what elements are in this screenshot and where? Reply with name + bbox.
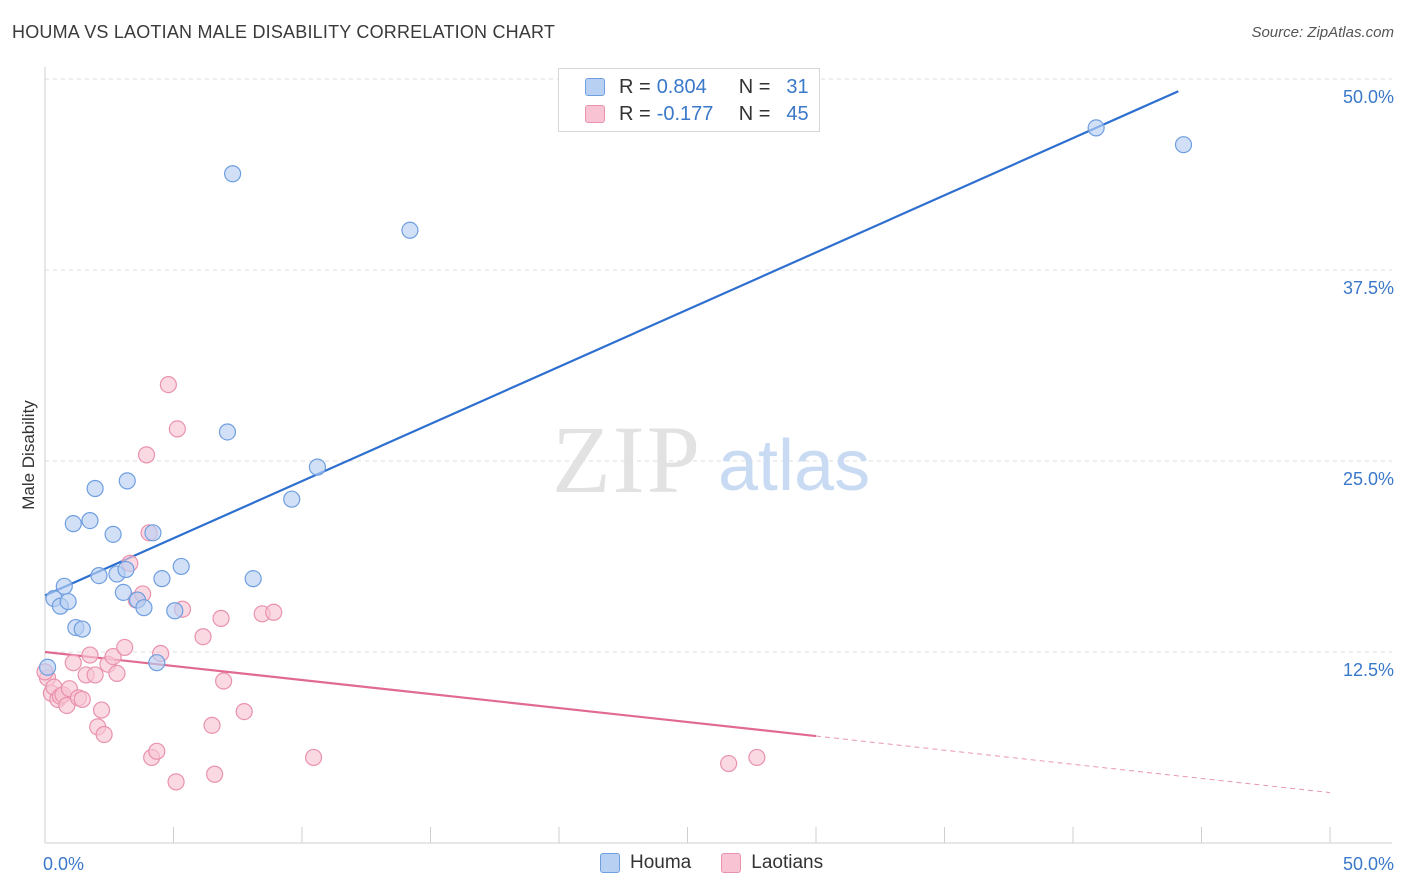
- houma-point: [118, 472, 136, 490]
- houma-point: [166, 602, 184, 620]
- houma-point: [55, 577, 73, 595]
- houma-point: [148, 654, 166, 672]
- y-axis-label: Male Disability: [19, 400, 38, 510]
- houma-point: [244, 570, 262, 588]
- laotian-point: [73, 690, 91, 708]
- laotian-point: [116, 638, 134, 657]
- laotian-point: [95, 725, 113, 744]
- houma-point: [308, 458, 327, 476]
- trend-line-laotians: [44, 650, 817, 738]
- legend-row-laotians: R = -0.177 N = 45: [585, 102, 809, 126]
- y-tick-label: 12.5%: [1343, 660, 1394, 680]
- legend-row-houma: R = 0.804 N = 31: [585, 75, 809, 99]
- tick-labels: 12.5% 25.0% 37.5% 50.0% 0.0% 50.0%: [43, 87, 1394, 874]
- houma-point: [90, 566, 108, 585]
- chart-title: HOUMA VS LAOTIAN MALE DISABILITY CORRELA…: [12, 22, 556, 42]
- laotian-point: [64, 654, 82, 672]
- watermark-zip: ZIP: [552, 406, 702, 513]
- houma-point: [218, 423, 237, 441]
- laotian-point: [720, 754, 738, 773]
- laotians-swatch: [585, 105, 605, 123]
- axes: [44, 67, 1392, 844]
- houma-point: [38, 658, 57, 676]
- laotian-point: [265, 603, 283, 621]
- laotian-point: [203, 716, 221, 734]
- houma-swatch: [600, 853, 620, 873]
- n-label: N =: [738, 102, 771, 125]
- laotian-point: [235, 702, 253, 721]
- r-value: 0.804: [656, 75, 707, 98]
- legend-item-houma: Houma: [600, 852, 691, 874]
- houma-swatch: [585, 78, 605, 96]
- trend-lines: [44, 90, 1331, 794]
- laotian-point: [168, 420, 186, 438]
- laotian-point: [748, 748, 766, 767]
- n-value: 31: [786, 75, 809, 98]
- houma-point: [73, 620, 91, 638]
- watermark-atlas: atlas: [718, 426, 870, 506]
- houma-point: [401, 221, 419, 239]
- houma-point: [64, 515, 82, 533]
- source-label: Source: ZipAtlas.com: [1251, 24, 1394, 41]
- x-tick-label: 0.0%: [43, 854, 84, 874]
- laotian-point: [167, 773, 185, 791]
- laotian-point: [304, 748, 323, 767]
- houma-point: [59, 592, 77, 611]
- r-value: -0.177: [656, 102, 714, 125]
- laotian-point: [159, 376, 177, 394]
- watermark: ZIP atlas: [552, 406, 870, 513]
- houma-point: [153, 570, 171, 588]
- laotian-point: [206, 765, 224, 783]
- stats-legend: R = 0.804 N = 31 R = -0.177 N = 45: [558, 68, 820, 132]
- grid-layer: [45, 78, 1392, 653]
- houma-point: [172, 557, 190, 576]
- laotian-point: [148, 742, 166, 760]
- n-label: N =: [738, 75, 771, 98]
- y-tick-label: 25.0%: [1343, 469, 1394, 489]
- houma-point: [283, 490, 301, 508]
- laotian-point: [108, 664, 126, 682]
- houma-point: [117, 560, 135, 579]
- x-tick-label: 50.0%: [1343, 854, 1394, 874]
- y-tick-label: 50.0%: [1343, 87, 1394, 107]
- trend-line-houma: [44, 90, 1179, 597]
- legend-label-houma: Houma: [630, 852, 692, 873]
- houma-point: [1174, 136, 1193, 154]
- laotian-point: [212, 609, 230, 627]
- houma-point: [114, 583, 132, 602]
- houma-point: [1087, 119, 1105, 137]
- laotian-point: [92, 701, 111, 719]
- data-points: [36, 119, 1193, 791]
- laotians-swatch: [721, 853, 742, 873]
- laotian-point: [104, 647, 122, 666]
- r-label: R =: [619, 75, 651, 98]
- trend-extension-laotians: [815, 735, 1331, 794]
- r-label: R =: [619, 102, 651, 125]
- houma-point: [104, 525, 122, 543]
- laotian-point: [86, 666, 104, 684]
- laotian-point: [215, 672, 233, 690]
- legend-label-laotians: Laotians: [751, 852, 824, 873]
- y-tick-label: 37.5%: [1343, 278, 1394, 298]
- houma-point: [86, 479, 104, 498]
- n-value: 45: [786, 102, 809, 125]
- legend-item-laotians: Laotians: [721, 852, 823, 874]
- houma-point: [144, 524, 162, 542]
- houma-point: [224, 165, 242, 183]
- houma-point: [81, 511, 99, 530]
- series-legend: Houma Laotians: [600, 852, 853, 874]
- houma-point: [135, 599, 153, 617]
- laotian-point: [81, 646, 99, 664]
- laotian-point: [194, 628, 212, 646]
- laotian-point: [137, 446, 156, 464]
